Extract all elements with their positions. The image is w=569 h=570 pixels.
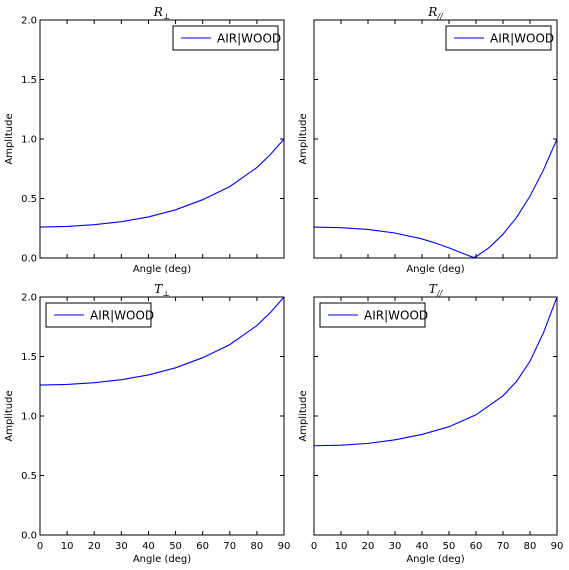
x-tick-label: 0 [37, 541, 43, 552]
x-tick-label: 40 [416, 541, 429, 552]
x-axis-label: Angle (deg) [133, 554, 191, 565]
panel-title: R// [427, 5, 444, 21]
legend-label: AIR|WOOD [490, 32, 554, 46]
x-tick-label: 10 [335, 541, 348, 552]
panel-title: T⊥ [154, 282, 170, 298]
y-axis-label: Amplitude [4, 390, 15, 441]
y-tick-label: 2.0 [21, 16, 37, 27]
x-tick-label: 10 [61, 541, 74, 552]
panel-1: 0.0 0.5 1.0 1.5 2.0 Angle (deg) Amplitude R⊥ AIR… [4, 5, 285, 275]
legend-label: AIR|WOOD [90, 309, 154, 323]
y-tick-label: 1.0 [21, 412, 37, 423]
panel-title-main: T [154, 282, 163, 296]
series-line [40, 138, 284, 228]
legend: AIR|WOOD [45, 302, 154, 328]
legend-label: AIR|WOOD [217, 32, 281, 46]
panel-2: Angle (deg) Amplitude R// AIR|WOOD [298, 5, 558, 275]
x-axis-label: Angle (deg) [406, 554, 464, 565]
series-line [314, 297, 557, 447]
panel-title-sub: ⊥ [162, 289, 170, 298]
y-tick-label: 0.0 [21, 531, 37, 542]
plot-area [40, 20, 284, 258]
panel-title-main: R [153, 5, 163, 19]
series-line [314, 138, 557, 258]
y-tick-label: 0.5 [21, 194, 37, 205]
x-tick-label: 60 [196, 541, 209, 552]
x-tick-label: 70 [223, 541, 236, 552]
x-axis-label: Angle (deg) [133, 264, 191, 275]
panel-title-sub: // [436, 289, 444, 298]
panel-title-main: R [427, 5, 437, 19]
y-axis-label: Amplitude [4, 113, 15, 164]
panel-title-main: T [429, 282, 438, 296]
plot-frame [313, 296, 558, 536]
x-axis-label: Angle (deg) [406, 264, 464, 275]
x-tick-label: 90 [551, 541, 564, 552]
x-tick-label: 30 [115, 541, 128, 552]
y-tick-label: 1.5 [21, 352, 37, 363]
x-tick-label: 60 [470, 541, 483, 552]
legend: AIR|WOOD [172, 25, 281, 51]
y-tick-label: 0.0 [21, 254, 37, 265]
plot-frame [313, 19, 558, 259]
panel-title-sub: ⊥ [163, 12, 171, 21]
y-tick-label: 1.0 [21, 135, 37, 146]
legend: AIR|WOOD [445, 25, 554, 51]
y-tick-label: 2.0 [21, 293, 37, 304]
legend-label: AIR|WOOD [364, 309, 428, 323]
y-tick-label: 0.5 [21, 471, 37, 482]
x-tick-label: 30 [389, 541, 402, 552]
x-tick-label: 50 [169, 541, 182, 552]
x-tick-label: 20 [88, 541, 101, 552]
panel-4: 0 10 20 30 40 50 60 70 80 90 Angle (deg) Amplitude T… [298, 282, 563, 565]
y-axis-label: Amplitude [298, 113, 309, 164]
x-tick-label: 80 [251, 541, 264, 552]
y-tick-label: 1.5 [21, 75, 37, 86]
plot-area [314, 297, 557, 535]
series-line [40, 297, 284, 386]
x-tick-label: 90 [278, 541, 291, 552]
plot-area [40, 297, 284, 535]
legend: AIR|WOOD [319, 302, 428, 328]
panel-title: T// [429, 282, 444, 298]
y-axis-label: Amplitude [298, 390, 309, 441]
x-tick-label: 80 [524, 541, 537, 552]
panel-title: R⊥ [153, 5, 171, 21]
x-tick-label: 0 [311, 541, 317, 552]
x-tick-label: 40 [142, 541, 155, 552]
x-tick-label: 50 [443, 541, 456, 552]
plot-frame [39, 296, 285, 536]
panel-title-sub: // [436, 12, 444, 21]
x-tick-label: 20 [362, 541, 375, 552]
plot-area [314, 20, 557, 258]
plot-frame [39, 19, 285, 259]
x-tick-label: 70 [497, 541, 510, 552]
panel-3: 0 10 20 30 40 50 60 70 80 90 0.0 0.5 1.0 1.5 2.0 Angle … [4, 282, 290, 565]
